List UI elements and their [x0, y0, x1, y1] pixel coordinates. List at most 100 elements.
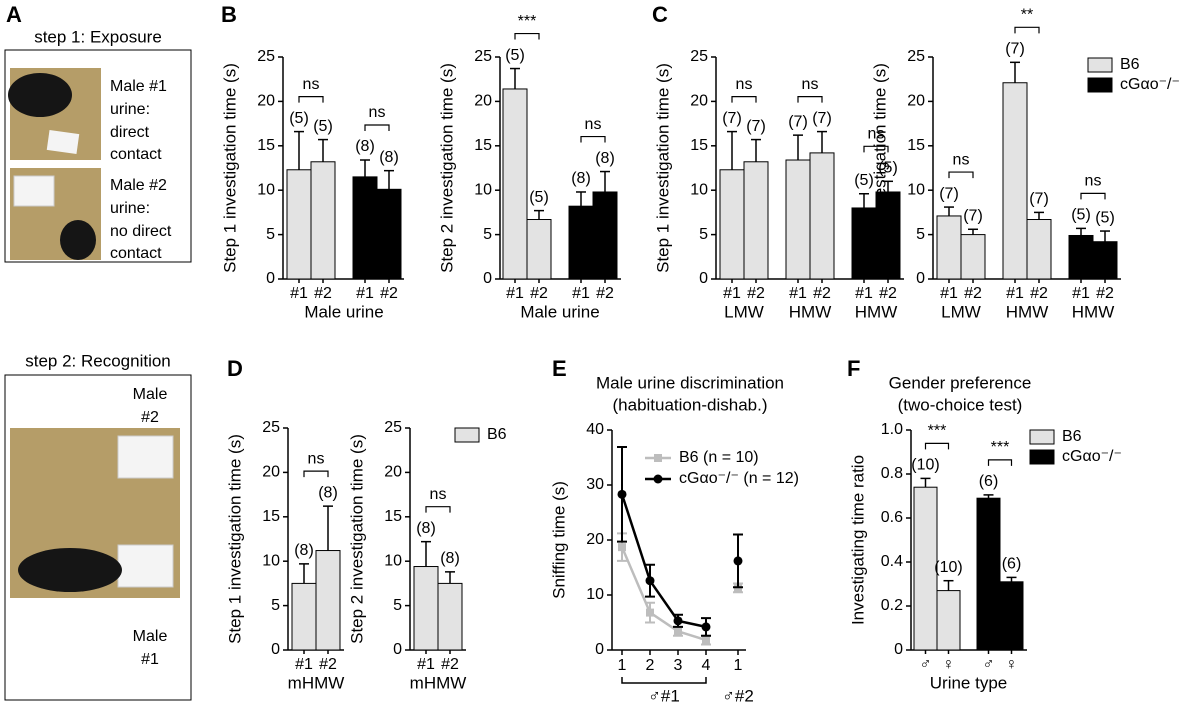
significance-label: ns	[736, 76, 753, 93]
x-tick-label: #2	[441, 656, 459, 673]
bar	[936, 215, 962, 280]
bar	[960, 234, 986, 280]
bar	[875, 191, 901, 280]
x-tick-label: #2	[1030, 285, 1048, 302]
n-label: (5)	[854, 172, 874, 189]
bar	[526, 219, 552, 280]
label-line: #2	[141, 409, 159, 426]
y-tick-label: 40	[586, 421, 604, 438]
bar	[437, 582, 463, 651]
x-axis-label: Male urine	[304, 302, 383, 321]
significance-label: ***	[928, 423, 947, 440]
x-tick-label: #1	[506, 285, 524, 302]
bar	[502, 88, 528, 280]
y-tick-label: 10	[586, 586, 604, 603]
n-label: (10)	[934, 559, 962, 576]
bar	[352, 176, 378, 280]
group-label: HMW	[789, 302, 831, 321]
y-axis-label: Step 1 investigation time (s)	[653, 63, 672, 273]
x-tick-label: 1	[734, 657, 743, 674]
significance-label: ***	[991, 439, 1010, 456]
legend-marker	[654, 454, 662, 462]
y-axis-label: Step 2 investigation time (s)	[870, 63, 889, 273]
mouse	[18, 548, 122, 592]
significance-bracket	[948, 171, 974, 179]
y-tick-label: 0	[483, 270, 492, 287]
y-tick-label: 10	[690, 181, 708, 198]
y-tick-label: 25	[907, 48, 925, 65]
chart-title: Gender preference	[889, 373, 1032, 392]
significance-bracket	[731, 95, 757, 103]
n-label: (5)	[1095, 209, 1115, 226]
significance-label: ns	[430, 486, 447, 503]
legend-label: cGαo⁻/⁻	[1062, 448, 1122, 465]
y-tick-label: 0	[266, 270, 275, 287]
cage	[117, 435, 174, 479]
x-tick-label: #2	[964, 285, 982, 302]
x-tick-label: #2	[314, 285, 332, 302]
significance-bracket	[1080, 192, 1106, 200]
y-tick-label: 10	[384, 552, 402, 569]
y-tick-label: 0	[894, 641, 903, 658]
x-tick-label: #2	[596, 285, 614, 302]
significance-label: ns	[308, 450, 325, 467]
bar	[1002, 82, 1028, 280]
x-tick-label: #1	[1006, 285, 1024, 302]
group-label: LMW	[724, 302, 764, 321]
significance-bracket	[1014, 26, 1040, 34]
marker	[646, 608, 654, 617]
y-tick-label: 5	[393, 597, 402, 614]
significance-bracket	[987, 459, 1013, 466]
legend-swatch	[1087, 77, 1113, 93]
x-tick-label: #2	[530, 285, 548, 302]
chart-title: (two-choice test)	[898, 395, 1023, 414]
legend-label: B6	[1062, 428, 1082, 445]
label-line: urine:	[110, 200, 150, 217]
series-line	[622, 494, 738, 627]
y-tick-label: 25	[474, 48, 492, 65]
label-line: urine:	[110, 101, 150, 118]
significance-bracket	[425, 506, 451, 513]
chart-title: (habituation-dishab.)	[613, 395, 768, 414]
x-tick-label: #2	[1096, 285, 1114, 302]
n-label: (8)	[318, 484, 338, 501]
mouse	[8, 73, 72, 117]
y-tick-label: 0.4	[881, 553, 903, 570]
label-line: Male #1	[110, 78, 167, 95]
bar	[310, 161, 336, 280]
significance-bracket	[298, 95, 324, 103]
significance-bracket	[514, 32, 540, 40]
y-tick-label: 0.2	[881, 597, 903, 614]
legend-label: cGαo⁻/⁻ (n = 12)	[679, 470, 799, 487]
n-label: (7)	[1029, 191, 1049, 208]
label-line: direct	[110, 124, 150, 141]
n-label: (5)	[289, 110, 309, 127]
n-label: (8)	[379, 149, 399, 166]
bar	[1026, 219, 1052, 280]
significance-bracket	[863, 145, 889, 153]
significance-bracket	[364, 124, 390, 132]
significance-label: **	[1021, 7, 1033, 24]
marker	[618, 543, 626, 552]
group-label: HMW	[1006, 302, 1048, 321]
significance-label: ns	[303, 76, 320, 93]
significance-bracket	[797, 95, 823, 103]
label-line: Male #2	[110, 177, 167, 194]
x-tick-label: #1	[940, 285, 958, 302]
x-axis-label: mHMW	[410, 673, 467, 692]
n-label: (8)	[416, 520, 436, 537]
panel-letter: D	[227, 356, 243, 381]
bar	[413, 566, 439, 651]
y-tick-label: 25	[257, 48, 275, 65]
bar	[936, 590, 961, 651]
y-tick-label: 20	[474, 93, 492, 110]
y-tick-label: 20	[257, 93, 275, 110]
x-tick-label: #1	[1072, 285, 1090, 302]
y-tick-label: 20	[586, 531, 604, 548]
urine-paper	[46, 130, 80, 154]
y-tick-label: 5	[271, 597, 280, 614]
x-tick-label: #1	[295, 656, 313, 673]
x-tick-label: #1	[356, 285, 374, 302]
